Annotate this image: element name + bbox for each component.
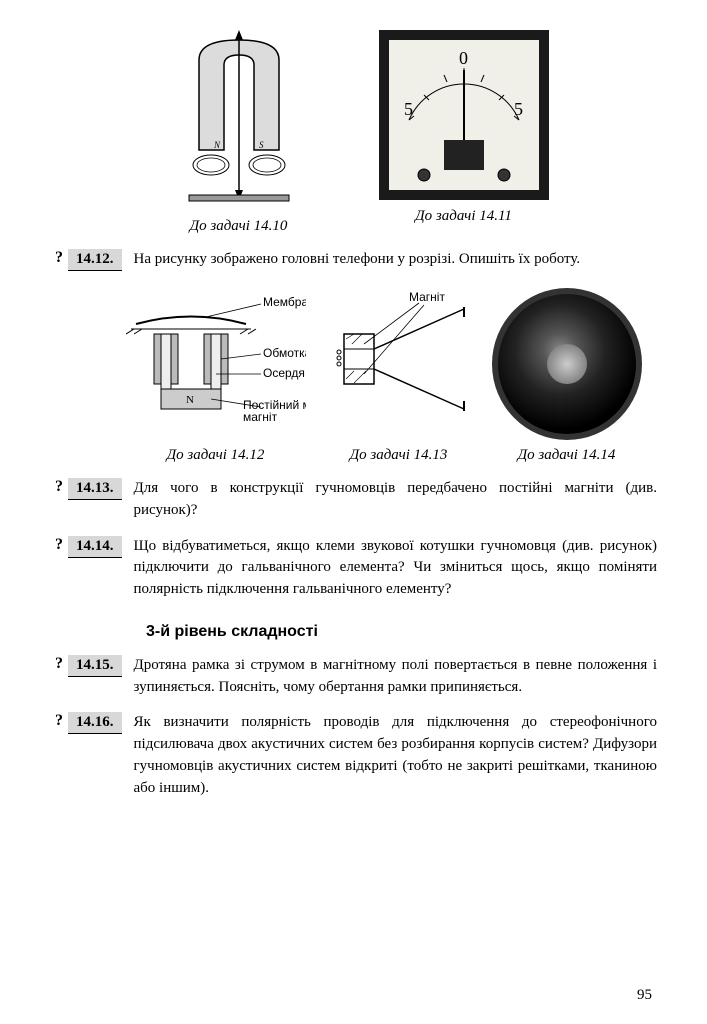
- caption-14-12: До задачі 14.12: [167, 447, 265, 464]
- figure-14-13: Магніт: [324, 289, 474, 464]
- problem-14-16: ? 14.16. Як визначити полярність проводі…: [50, 712, 657, 799]
- figure-14-14: До задачі 14.14: [492, 289, 642, 464]
- svg-text:Обмотка: Обмотка: [263, 346, 306, 360]
- figure-row-top: N S До задачі 14.10: [50, 30, 657, 235]
- problem-14-15: ? 14.15. Дротяна рамка зі струмом в магн…: [50, 655, 657, 699]
- problem-text: Дротяна рамка зі струмом в магнітному по…: [134, 655, 658, 699]
- svg-text:N: N: [213, 140, 221, 150]
- problem-text: Для чого в конструкції гучномовців перед…: [134, 478, 658, 522]
- svg-text:Магніт: Магніт: [409, 290, 445, 304]
- question-mark-icon: ?: [50, 478, 68, 496]
- problem-number: 14.12.: [68, 249, 122, 271]
- galvanometer-face: 5 0 5: [389, 40, 539, 190]
- question-mark-icon: ?: [50, 712, 68, 730]
- svg-text:магніт: магніт: [243, 410, 278, 424]
- caption-14-13: До задачі 14.13: [350, 447, 448, 464]
- caption-14-10: До задачі 14.10: [190, 218, 288, 235]
- svg-text:0: 0: [459, 48, 468, 68]
- svg-text:Осердя: Осердя: [263, 366, 305, 380]
- figure-14-11: 5 0 5 До задачі 14.11: [379, 30, 549, 235]
- loudspeaker-magnet-diagram: Магніт: [324, 289, 474, 439]
- problem-text: На рисунку зображено головні телефони у …: [134, 249, 658, 271]
- question-mark-icon: ?: [50, 249, 68, 267]
- caption-14-11: До задачі 14.11: [415, 208, 512, 225]
- problem-14-14: ? 14.14. Що відбуватиметься, якщо клеми …: [50, 536, 657, 601]
- horseshoe-magnet-diagram: N S: [159, 30, 319, 210]
- problem-14-13: ? 14.13. Для чого в конструкції гучномов…: [50, 478, 657, 522]
- problem-text: Що відбуватиметься, якщо клеми звукової …: [134, 536, 658, 601]
- problem-text: Як визначити полярність проводів для під…: [134, 712, 658, 799]
- problem-14-12: ? 14.12. На рисунку зображено головні те…: [50, 249, 657, 271]
- galvanometer-frame: 5 0 5: [379, 30, 549, 200]
- svg-text:N: N: [186, 394, 194, 406]
- figure-14-12: N Мембрана Обмотка Осердя Постійний магн…: [126, 289, 306, 464]
- svg-text:Мембрана: Мембрана: [263, 295, 306, 309]
- figure-14-10: N S До задачі 14.10: [159, 30, 319, 235]
- problem-number: 14.16.: [68, 712, 122, 734]
- question-mark-icon: ?: [50, 536, 68, 554]
- section-heading: 3-й рівень складності: [146, 623, 657, 641]
- caption-14-14: До задачі 14.14: [518, 447, 616, 464]
- figure-row-mid: N Мембрана Обмотка Осердя Постійний магн…: [110, 289, 657, 464]
- question-mark-icon: ?: [50, 655, 68, 673]
- speaker-photo: [492, 288, 642, 440]
- problem-number: 14.14.: [68, 536, 122, 558]
- problem-number: 14.15.: [68, 655, 122, 677]
- svg-text:5: 5: [404, 99, 413, 119]
- page-number: 95: [637, 987, 652, 1004]
- problem-number: 14.13.: [68, 478, 122, 500]
- svg-text:S: S: [259, 140, 264, 150]
- svg-text:5: 5: [514, 99, 523, 119]
- headphone-diagram: N Мембрана Обмотка Осердя Постійний магн…: [126, 289, 306, 439]
